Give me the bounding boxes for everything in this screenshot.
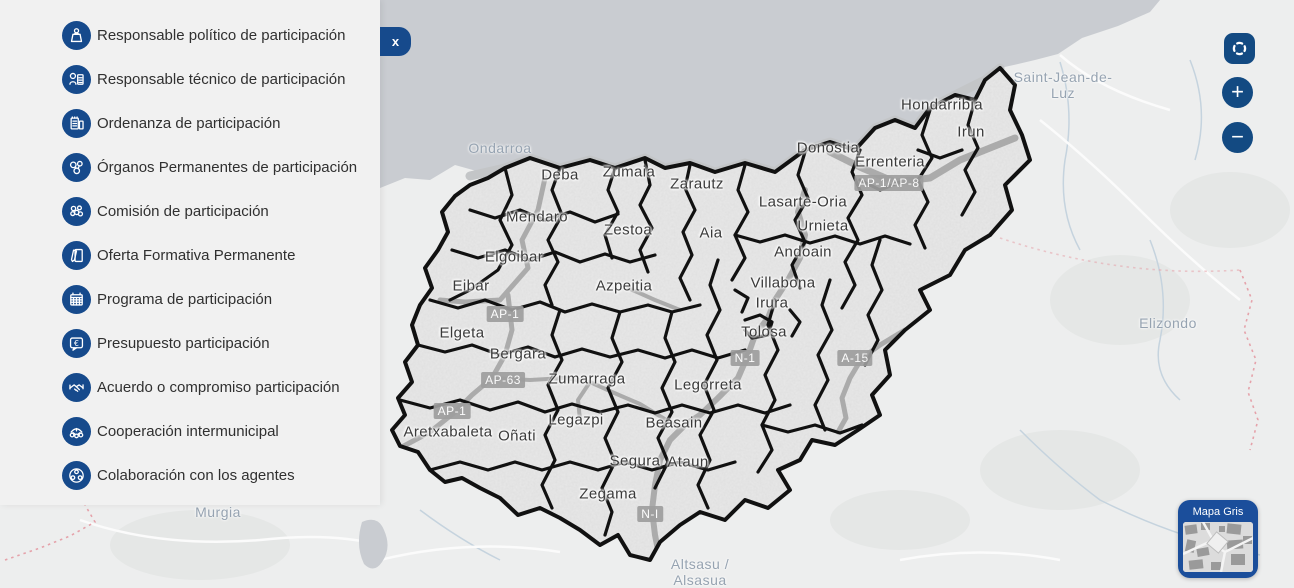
outer-roads (79, 54, 1241, 562)
agents-ring-icon (62, 461, 91, 490)
legend-item-comision[interactable]: Comisión de participación (62, 196, 380, 227)
legend-item-label: Oferta Formativa Permanente (97, 247, 296, 264)
plus-icon: + (1231, 78, 1244, 104)
zoom-in-button[interactable]: + (1222, 77, 1253, 108)
ordinance-document-icon (62, 109, 91, 138)
basemap-switcher-label: Mapa Gris (1192, 506, 1244, 518)
people-clipboard-icon (62, 65, 91, 94)
rivers (419, 59, 1261, 561)
sea (380, 0, 1160, 188)
legend-item-presupuesto[interactable]: € Presupuesto participación (62, 328, 380, 359)
network-icon (62, 417, 91, 446)
legend-item-label: Programa de participación (97, 291, 273, 308)
legend-item-responsable-tecnico[interactable]: Responsable técnico de participación (62, 64, 380, 95)
euro-bubble-icon: € (62, 329, 91, 358)
reservoir (358, 519, 388, 569)
legend-item-organos-permanentes[interactable]: Órganos Permanentes de participación (62, 152, 380, 183)
legend-item-oferta-formativa[interactable]: Oferta Formativa Permanente (62, 240, 380, 271)
legend-item-label: Ordenanza de participación (97, 115, 281, 132)
fullscreen-icon (1232, 41, 1247, 56)
legend-item-label: Cooperación intermunicipal (97, 423, 279, 440)
podium-speaker-icon (62, 21, 91, 50)
basemap-switcher[interactable]: Mapa Gris (1178, 500, 1258, 578)
municipality-borders (398, 98, 980, 537)
linked-circles-icon (62, 153, 91, 182)
legend-item-acuerdo[interactable]: Acuerdo o compromiso participación (62, 372, 380, 403)
basemap-thumbnail (1183, 522, 1253, 572)
minus-icon: − (1231, 123, 1244, 149)
handshake-icon (62, 373, 91, 402)
legend-item-label: Órganos Permanentes de participación (97, 159, 358, 176)
legend-item-programa[interactable]: Programa de participación (62, 284, 380, 315)
legend-item-ordenanza[interactable]: Ordenanza de participación (62, 108, 380, 139)
legend-item-label: Acuerdo o compromiso participación (97, 379, 340, 396)
group-circles-icon (62, 197, 91, 226)
zoom-out-button[interactable]: − (1222, 122, 1253, 153)
fullscreen-button[interactable] (1224, 33, 1255, 64)
gipuzkoa-outer-border (390, 66, 1032, 562)
dashed-borders (4, 237, 1259, 561)
calendar-icon (62, 285, 91, 314)
legend-panel: Responsable político de participación Re… (0, 0, 380, 505)
legend-item-responsable-politico[interactable]: Responsable político de participación (62, 20, 380, 51)
legend-item-label: Responsable técnico de participación (97, 71, 346, 88)
svg-text:€: € (74, 339, 79, 348)
legend-item-label: Responsable político de participación (97, 27, 346, 44)
terrain-blobs (110, 172, 1290, 580)
legend-item-cooperacion[interactable]: Cooperación intermunicipal (62, 416, 380, 447)
pencil-notebook-icon (62, 241, 91, 270)
legend-item-label: Colaboración con los agentes (97, 467, 295, 484)
legend-item-label: Presupuesto participación (97, 335, 270, 352)
legend-item-label: Comisión de participación (97, 203, 269, 220)
close-panel-button[interactable]: x (380, 27, 411, 56)
legend-item-colaboracion[interactable]: Colaboración con los agentes (62, 460, 380, 491)
